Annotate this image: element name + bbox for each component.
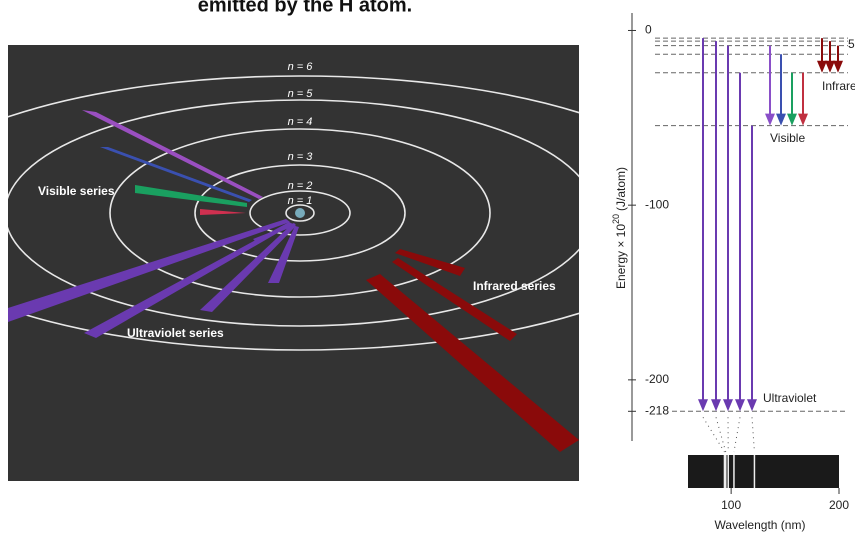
arrow-head bbox=[723, 399, 733, 411]
spectrum bbox=[688, 455, 839, 488]
series-label: Visible series bbox=[38, 184, 115, 198]
y-tick-label: -100 bbox=[645, 197, 669, 211]
level-label: 5 bbox=[848, 37, 855, 51]
arrow-head bbox=[787, 114, 797, 126]
orbit-label: n = 4 bbox=[288, 116, 313, 128]
dotted-guide bbox=[734, 417, 740, 452]
x-tick-label: 100 bbox=[721, 498, 741, 512]
arrow-head bbox=[776, 114, 786, 126]
arrow-head bbox=[817, 61, 827, 73]
arrow-head bbox=[711, 399, 721, 411]
orbit-panel bbox=[8, 45, 579, 481]
y-label-exponent: 20 bbox=[611, 214, 621, 224]
y-tick-label: -200 bbox=[645, 372, 669, 386]
arrow-head bbox=[747, 399, 757, 411]
nucleus bbox=[295, 208, 305, 218]
y-tick-label: -218 bbox=[645, 403, 669, 417]
region-label: Visible bbox=[770, 131, 805, 145]
arrow-head bbox=[833, 61, 843, 73]
orbit-label: n = 6 bbox=[288, 61, 314, 73]
dotted-guide bbox=[752, 417, 754, 452]
orbit-label: n = 3 bbox=[288, 151, 314, 163]
arrow-head bbox=[825, 61, 835, 73]
arrow-head bbox=[798, 114, 808, 126]
dotted-guide bbox=[703, 417, 724, 452]
y-label-text: Energy × 10 bbox=[614, 224, 628, 289]
x-axis-label: Wavelength (nm) bbox=[715, 518, 806, 532]
x-tick-label: 200 bbox=[829, 498, 849, 512]
dotted-guide bbox=[716, 417, 726, 452]
arrow-head bbox=[765, 114, 775, 126]
y-axis-label: Energy × 1020 (J/atom) bbox=[611, 167, 628, 289]
page: emitted by the H atom. n = 6 n = 5 n = 4… bbox=[0, 0, 855, 533]
title: emitted by the H atom. bbox=[198, 0, 412, 16]
region-label: Ultraviolet bbox=[763, 391, 817, 405]
series-label: Infrared series bbox=[473, 279, 556, 293]
orbit-label: n = 2 bbox=[288, 180, 313, 192]
y-tick-label: 0 bbox=[645, 23, 652, 37]
orbit-label: n = 1 bbox=[288, 195, 313, 207]
orbit-label: n = 5 bbox=[288, 88, 314, 100]
energy-diagram: Energy × 1020 (J/atom) 5 Infrared Visible… bbox=[611, 13, 855, 532]
series-label: Ultraviolet series bbox=[127, 326, 224, 340]
region-label: Infrared bbox=[822, 79, 855, 93]
arrow-head bbox=[698, 399, 708, 411]
arrow-head bbox=[735, 399, 745, 411]
y-label-unit: (J/atom) bbox=[614, 167, 628, 211]
